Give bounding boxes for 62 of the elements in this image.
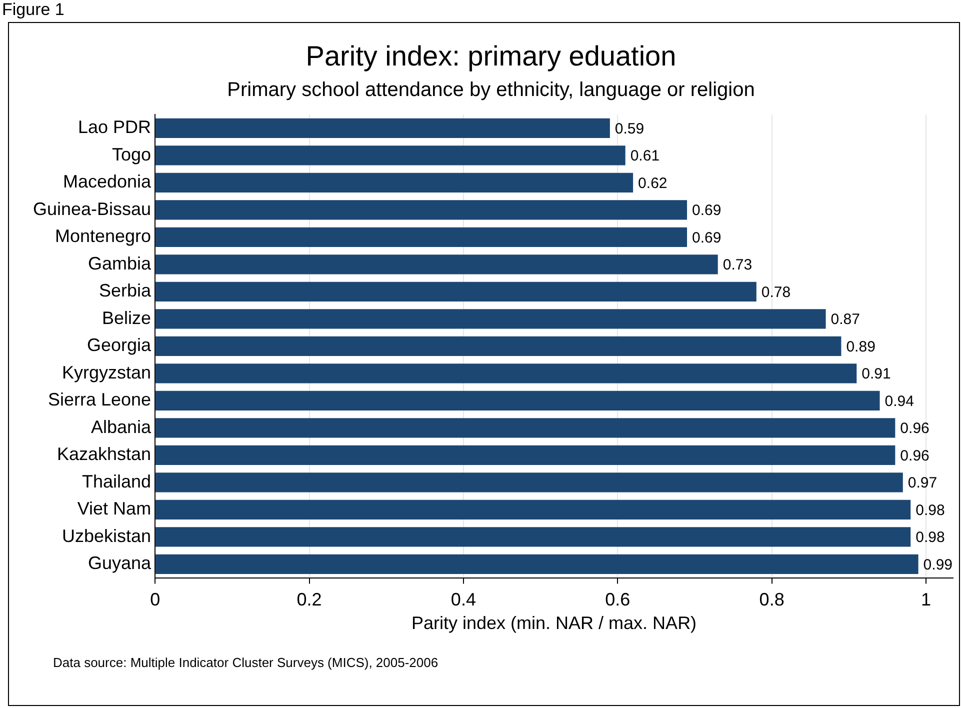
- y-tick-label: Albania: [91, 416, 152, 437]
- x-tick-label: 0.6: [605, 590, 630, 610]
- x-tick-label: 0.2: [296, 590, 322, 610]
- y-tick-label: Belize: [102, 308, 152, 328]
- y-tick-label: Guinea-Bissau: [32, 198, 152, 219]
- bar: [156, 472, 903, 492]
- data-label: 0.62: [638, 174, 668, 192]
- bar: [156, 282, 756, 302]
- y-tick-label: Georgia: [87, 335, 152, 356]
- bar: [156, 390, 880, 411]
- y-tick-label: Macedonia: [63, 172, 152, 192]
- y-tick-label: Kyrgyzstan: [62, 362, 152, 382]
- y-tick-label: Guyana: [88, 553, 152, 574]
- bar: [156, 118, 610, 138]
- x-tick-label: 0.4: [450, 590, 476, 610]
- x-tick-label: 1: [921, 590, 932, 610]
- source-note: Data source: Multiple Indicator Cluster Surveys (MICS), 2005-2006: [53, 655, 438, 670]
- x-tick-label: 0: [150, 590, 160, 610]
- bar: [156, 254, 718, 274]
- y-tick-label: Thailand: [82, 471, 152, 492]
- bar: [156, 227, 688, 248]
- y-tick-label: Serbia: [99, 280, 152, 301]
- bar: [156, 445, 896, 465]
- chart-title: Parity index: primary eduation: [306, 40, 676, 72]
- data-label: 0.61: [630, 148, 660, 165]
- data-label: 0.91: [862, 366, 891, 383]
- data-label: 0.78: [761, 284, 791, 301]
- data-label: 0.73: [722, 256, 752, 274]
- bar: [156, 364, 857, 384]
- bar: [156, 309, 826, 329]
- y-tick-label: Viet Nam: [77, 498, 152, 519]
- data-label: 0.59: [614, 120, 644, 138]
- data-label: 0.69: [692, 202, 722, 220]
- bar: [156, 336, 842, 356]
- x-tick-label: 0.8: [759, 590, 784, 610]
- bar: [156, 418, 896, 438]
- bar: [156, 500, 911, 520]
- chart-subtitle: Primary school attendance by ethnicity, language or religion: [227, 79, 755, 102]
- bar: [156, 554, 918, 574]
- data-label: 0.97: [908, 474, 938, 492]
- y-tick-label: Togo: [112, 144, 152, 164]
- y-tick-label: Kazakhstan: [57, 444, 152, 464]
- data-label: 0.94: [884, 392, 914, 410]
- y-tick-label: Gambia: [88, 253, 152, 274]
- data-label: 0.96: [900, 420, 930, 438]
- data-label: 0.98: [916, 502, 945, 519]
- bar: [156, 146, 626, 166]
- bar: [156, 172, 634, 193]
- x-axis-title: Parity index (min. NAR / max. NAR): [412, 613, 697, 634]
- data-label: 0.98: [916, 529, 945, 546]
- bar: [156, 527, 911, 547]
- y-tick-label: Lao PDR: [78, 117, 152, 138]
- data-label: 0.89: [846, 338, 876, 356]
- bar: [156, 200, 688, 220]
- y-tick-label: Uzbekistan: [62, 526, 152, 546]
- y-tick-label: Sierra Leone: [48, 390, 152, 410]
- data-label: 0.87: [830, 311, 860, 328]
- data-label: 0.99: [923, 556, 953, 574]
- data-label: 0.96: [900, 447, 930, 464]
- y-tick-label: Montenegro: [54, 226, 152, 246]
- caption: Figure 1: [2, 0, 64, 20]
- data-label: 0.69: [692, 229, 722, 246]
